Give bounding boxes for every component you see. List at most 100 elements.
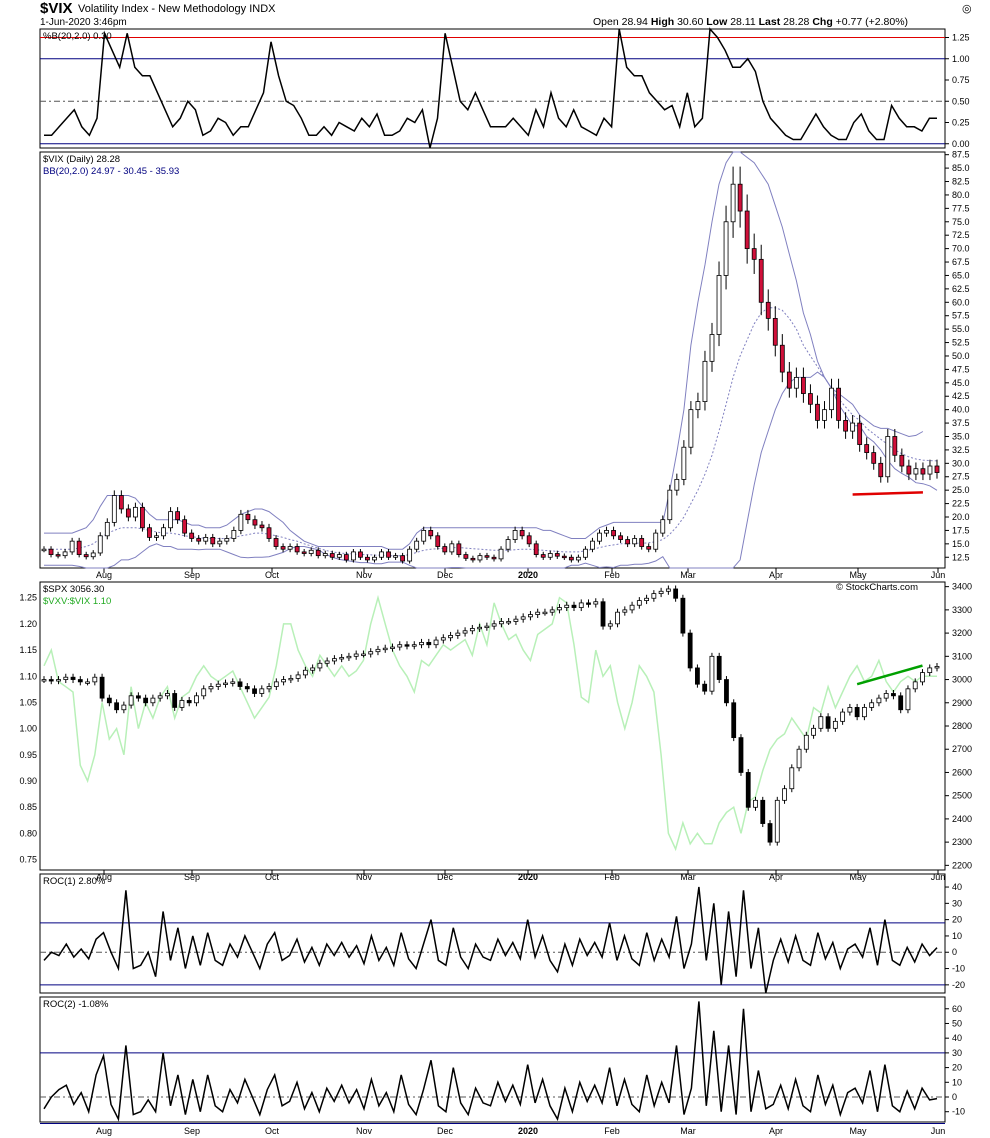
spx-candle-body — [513, 618, 519, 622]
month-label: Nov — [356, 1126, 373, 1136]
vix-candle-body — [414, 540, 420, 550]
axis-tick-label: 30 — [952, 1048, 962, 1058]
vix-candle-body — [182, 519, 188, 534]
axis-tick-label: 10 — [952, 931, 962, 941]
spx-candle-body — [244, 686, 250, 690]
axis-tick-label: 57.5 — [952, 311, 970, 321]
spx-candle-body — [201, 688, 207, 697]
axis-tick-label: 3100 — [952, 651, 972, 661]
vix-candle-body — [871, 452, 877, 464]
vix-candle-body — [125, 508, 131, 518]
month-label: Mar — [680, 1126, 696, 1136]
spx-candle-body — [716, 655, 722, 680]
spx-candle-body — [840, 711, 846, 722]
symbol-description: Volatility Index - New Methodology INDX — [78, 3, 276, 15]
month-label: 2020 — [518, 570, 538, 580]
axis-tick-label: 0 — [952, 947, 957, 957]
vix-candle-body — [245, 513, 251, 521]
axis-tick-label: 70.0 — [952, 244, 970, 254]
axis-tick-label: 3300 — [952, 605, 972, 615]
vix-candle-body — [343, 554, 349, 561]
axis-tick-label: 22.5 — [952, 499, 970, 509]
vix-candle-body — [913, 468, 919, 475]
vix-candle-body — [140, 506, 145, 529]
vix-candle-body — [808, 393, 813, 405]
axis-tick-label: 60.0 — [952, 297, 970, 307]
month-label: Apr — [769, 570, 783, 580]
ratio-axis-tick-label: 0.75 — [19, 855, 37, 865]
spx-candle-body — [600, 601, 606, 627]
spx-candle-body — [905, 688, 911, 711]
vix-candle-body — [920, 468, 926, 475]
spx-candle-body — [535, 611, 541, 615]
vix-candle-body — [133, 506, 138, 518]
vix-candle-body — [97, 535, 103, 554]
spx-candle-body — [332, 658, 337, 662]
vix-candle-body — [386, 551, 391, 558]
vix-candle-body — [287, 546, 293, 550]
ratio-axis-tick-label: 0.80 — [19, 828, 37, 838]
vix-candle-body — [590, 540, 595, 550]
spx-candle-body — [339, 657, 345, 660]
spx-candle-body — [542, 611, 548, 615]
month-label: Jun — [931, 570, 946, 580]
vix-candle-body — [168, 511, 173, 529]
axis-tick-label: 0.00 — [952, 139, 970, 149]
vix-candle-body — [372, 556, 377, 561]
ratio-axis-tick-label: 1.00 — [19, 724, 37, 734]
axis-tick-label: 52.5 — [952, 338, 970, 348]
high-label: High — [650, 16, 675, 28]
spx-candle-body — [455, 632, 461, 636]
vix-candle-body — [779, 344, 785, 373]
spx-candle-body — [680, 597, 686, 634]
spx-candle-body — [273, 681, 279, 687]
spx-candle-body — [259, 688, 265, 694]
axis-tick-label: 20.0 — [952, 512, 970, 522]
axis-tick-label: 2700 — [952, 744, 972, 754]
chart-date: 1-Jun-2020 3:46pm — [40, 17, 127, 28]
vix-candle-body — [350, 551, 356, 561]
pin-icon[interactable]: ◎ — [962, 3, 972, 15]
axis-tick-label: 2500 — [952, 791, 972, 801]
vix-candle-body — [604, 530, 609, 534]
axis-tick-label: 0 — [952, 1092, 957, 1102]
month-label: Sep — [184, 570, 200, 580]
spx-candle-body — [549, 609, 555, 613]
spx-candle-body — [390, 646, 395, 649]
ratio-axis-tick-label: 1.25 — [19, 593, 37, 603]
spx-candle-body — [731, 702, 737, 739]
vix-candle-body — [322, 553, 328, 557]
axis-tick-label: 47.5 — [952, 364, 970, 374]
vix-candle-body — [667, 489, 673, 521]
spx-candle-body — [636, 600, 642, 606]
month-label: May — [849, 1126, 867, 1136]
axis-tick-label: 87.5 — [952, 150, 970, 160]
spx-candle-body — [658, 590, 664, 595]
vix-candle-body — [906, 465, 912, 475]
spx-candle-body — [578, 602, 584, 608]
chg-value: +0.77 (+2.80%) — [835, 16, 909, 28]
month-label: Sep — [184, 1126, 200, 1136]
month-label: Apr — [769, 1126, 783, 1136]
spx-candle-body — [215, 683, 221, 687]
spx-candle-body — [869, 702, 875, 708]
vix-candle-body — [575, 556, 581, 561]
vix-candle-body — [365, 556, 370, 561]
spx-candle-body — [317, 662, 323, 669]
vix-candle-body — [772, 317, 778, 346]
month-label: Nov — [356, 872, 373, 882]
spx-candle-body — [484, 625, 490, 629]
last-value: 28.28 — [783, 16, 810, 28]
axis-tick-label: -20 — [952, 980, 965, 990]
vix-candle-body — [90, 552, 96, 558]
vix-candle-body — [716, 275, 722, 335]
vix-candle-body — [625, 539, 631, 545]
vix-candle-body — [217, 540, 223, 545]
vix-candle-body — [744, 210, 750, 250]
spx-candle-body — [520, 616, 526, 620]
spx-candle-body — [194, 695, 199, 704]
chart-header: $VIX Volatility Index - New Methodology … — [0, 0, 990, 30]
axis-tick-label: 67.5 — [952, 257, 970, 267]
vix-candle-body — [583, 548, 588, 558]
month-label: Feb — [604, 570, 620, 580]
